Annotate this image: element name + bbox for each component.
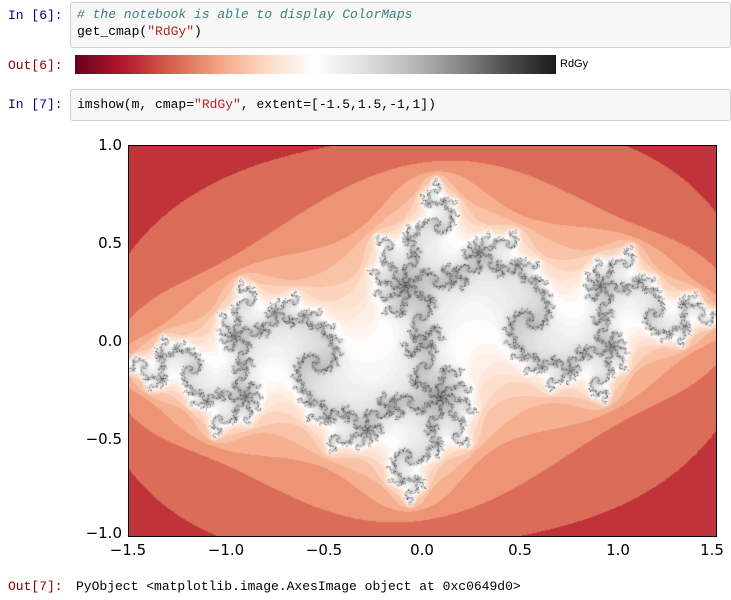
x-tick-label: −1.5 <box>109 541 147 559</box>
julia-set-image <box>128 145 717 537</box>
x-tick-label: −1.0 <box>207 541 245 559</box>
in-prompt-7: In [7]: <box>8 97 63 112</box>
out-prompt-7: Out[7]: <box>8 579 63 594</box>
x-tick-label: 0.0 <box>410 541 434 559</box>
y-tick-label: 0.0 <box>98 332 122 350</box>
in-prompt-6: In [6]: <box>8 8 63 23</box>
colormap-bar <box>75 55 556 74</box>
colormap-label: RdGy <box>560 58 589 70</box>
y-tick-label: −1.0 <box>85 524 122 542</box>
out-prompt-6: Out[6]: <box>8 58 63 73</box>
code-cell-7[interactable]: imshow(m, cmap="RdGy", extent=[-1.5,1.5,… <box>70 89 731 121</box>
x-tick-label: 0.5 <box>508 541 532 559</box>
y-tick-label: −0.5 <box>85 430 122 448</box>
x-tick-label: −0.5 <box>305 541 343 559</box>
code-line: get_cmap("RdGy") <box>77 24 202 39</box>
x-tick-label: 1.0 <box>606 541 630 559</box>
x-tick-label: 1.5 <box>700 541 724 559</box>
y-tick-label: 0.5 <box>98 234 122 252</box>
code-cell-6[interactable]: # the notebook is able to display ColorM… <box>70 2 731 48</box>
code-comment: # the notebook is able to display ColorM… <box>77 7 413 22</box>
output-text: PyObject <matplotlib.image.AxesImage obj… <box>76 579 521 594</box>
y-tick-label: 1.0 <box>98 136 122 154</box>
